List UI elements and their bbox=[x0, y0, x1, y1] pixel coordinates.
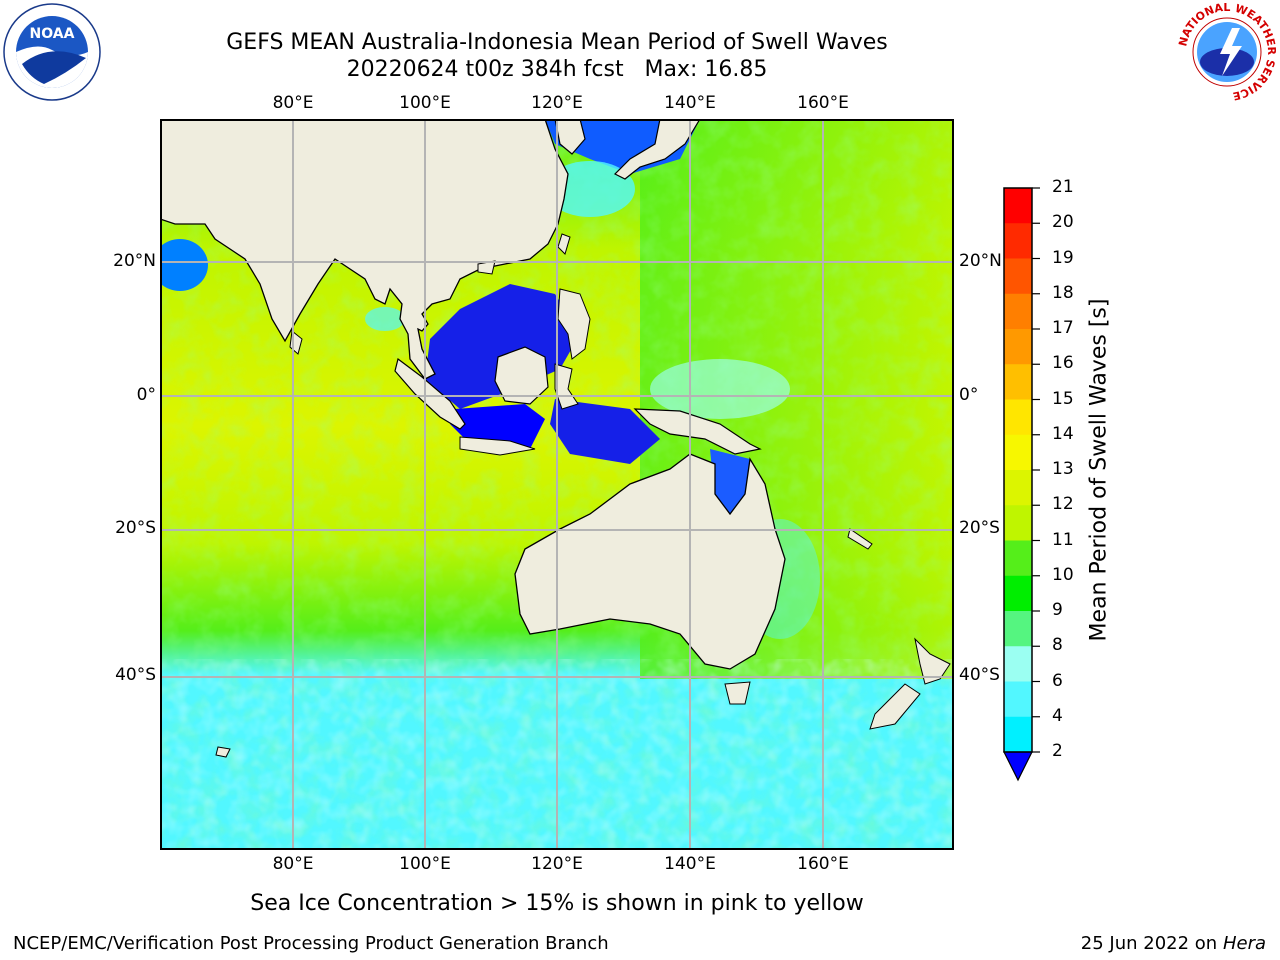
colorbar-band bbox=[1004, 188, 1032, 224]
lat-label-left: 20°N bbox=[113, 251, 156, 271]
java-land bbox=[459, 436, 536, 456]
lon-label-bottom: 100°E bbox=[399, 854, 451, 874]
new-caledonia-land bbox=[847, 528, 873, 550]
colorbar-band bbox=[1004, 364, 1032, 400]
colorbar-tick-label: 16 bbox=[1052, 353, 1074, 374]
lat-label-right: 40°S bbox=[959, 665, 1000, 685]
lon-label-top: 100°E bbox=[399, 93, 451, 113]
gridlines bbox=[160, 119, 954, 850]
colorbar-band bbox=[1004, 681, 1032, 718]
lat-label-right: 0° bbox=[959, 385, 979, 405]
sumatra-land bbox=[394, 357, 466, 430]
lat-label-right: 20°N bbox=[959, 251, 1002, 271]
sulawesi-land bbox=[554, 363, 579, 410]
lat-label-left: 20°S bbox=[115, 518, 156, 538]
svg-text:NOAA: NOAA bbox=[30, 26, 75, 42]
colorbar-tick-label: 13 bbox=[1052, 459, 1074, 479]
philippine-cyan bbox=[650, 359, 790, 419]
colorbar-label: Mean Period of Swell Waves [s] bbox=[1086, 298, 1112, 642]
colorbar-tick-label: 10 bbox=[1052, 564, 1074, 585]
lon-label-top: 80°E bbox=[272, 93, 314, 113]
lon-label-top: 160°E bbox=[797, 93, 849, 113]
colorbar-tick-label: 14 bbox=[1052, 423, 1074, 444]
lat-label-right: 20°S bbox=[959, 518, 1000, 538]
lon-label-bottom: 140°E bbox=[664, 854, 716, 874]
tasmania-land bbox=[724, 681, 751, 705]
colorbar-band bbox=[1004, 258, 1032, 295]
colorbar-band bbox=[1004, 716, 1032, 753]
colorbar-tick-label: 4 bbox=[1052, 705, 1063, 726]
colorbar-tick-label: 2 bbox=[1052, 741, 1063, 761]
lon-label-top: 120°E bbox=[531, 93, 583, 113]
colorbar-band bbox=[1004, 646, 1032, 682]
colorbar-band bbox=[1004, 434, 1032, 471]
footer-host: Hera bbox=[1222, 933, 1266, 954]
lat-label-left: 40°S bbox=[115, 665, 156, 685]
chart-subtitle: 20220624 t00z 384h fcst Max: 16.85 bbox=[346, 57, 768, 82]
lon-label-bottom: 120°E bbox=[531, 854, 583, 874]
colorbar-band bbox=[1004, 505, 1032, 541]
colorbar-tick-label: 8 bbox=[1052, 635, 1063, 656]
noaa-logo: NOAA bbox=[3, 3, 101, 101]
lon-label-bottom: 160°E bbox=[797, 854, 849, 874]
colorbar-tick-label: 20 bbox=[1052, 212, 1074, 233]
footer-credit: NCEP/EMC/Verification Post Processing Pr… bbox=[13, 933, 609, 954]
south-china-sea-low bbox=[425, 284, 580, 409]
colorbar-tick-label: 15 bbox=[1052, 388, 1074, 409]
footer-date-text: 25 Jun 2022 on bbox=[1080, 933, 1218, 954]
colorbar-band bbox=[1004, 223, 1032, 259]
kerguelen-land bbox=[215, 746, 231, 758]
colorbar-band bbox=[1004, 293, 1032, 330]
japan-land bbox=[613, 119, 701, 180]
arabian-blue bbox=[160, 239, 208, 291]
colorbar-tick-label: 21 bbox=[1052, 177, 1074, 197]
lon-label-top: 140°E bbox=[664, 93, 716, 113]
colorbar-tick-label: 11 bbox=[1052, 529, 1074, 550]
chart-title: GEFS MEAN Australia-Indonesia Mean Perio… bbox=[226, 30, 888, 55]
colorbar-band bbox=[1004, 575, 1032, 612]
banda-sea-low bbox=[550, 399, 660, 464]
swell-period-map bbox=[160, 119, 954, 850]
colorbar-tick-label: 12 bbox=[1052, 494, 1074, 515]
colorbar-band bbox=[1004, 540, 1032, 577]
sea-ice-footnote: Sea Ice Concentration > 15% is shown in … bbox=[250, 891, 864, 916]
colorbar-tick-label: 17 bbox=[1052, 318, 1074, 338]
new-zealand-north bbox=[914, 637, 951, 685]
philippines-land bbox=[557, 288, 591, 360]
lat-label-left: 0° bbox=[136, 385, 156, 405]
taiwan-land bbox=[557, 233, 571, 255]
colorbar-tick-label: 19 bbox=[1052, 247, 1074, 268]
colorbar-tick-label: 18 bbox=[1052, 282, 1074, 303]
new-guinea-land bbox=[633, 408, 762, 455]
colorbar-band bbox=[1004, 470, 1032, 506]
colorbar-tick-label: 6 bbox=[1052, 670, 1063, 691]
colorbar bbox=[1003, 187, 1040, 782]
asia-land bbox=[160, 119, 569, 380]
map-border bbox=[160, 119, 954, 850]
colorbar-tick-label: 9 bbox=[1052, 600, 1063, 620]
colorbar-band bbox=[1004, 399, 1032, 436]
new-zealand-south bbox=[869, 683, 921, 730]
colorbar-under-arrow bbox=[1003, 751, 1033, 782]
lon-label-bottom: 80°E bbox=[272, 854, 314, 874]
korea-land bbox=[554, 119, 586, 155]
australia-land bbox=[514, 453, 786, 670]
footer-date: 25 Jun 2022 on Hera bbox=[1081, 933, 1266, 954]
colorbar-band bbox=[1004, 329, 1032, 365]
colorbar-band bbox=[1004, 611, 1032, 647]
bay-of-bengal-cyan bbox=[365, 307, 405, 331]
nws-logo: NATIONAL WEATHER SERVICE bbox=[1176, 2, 1278, 102]
